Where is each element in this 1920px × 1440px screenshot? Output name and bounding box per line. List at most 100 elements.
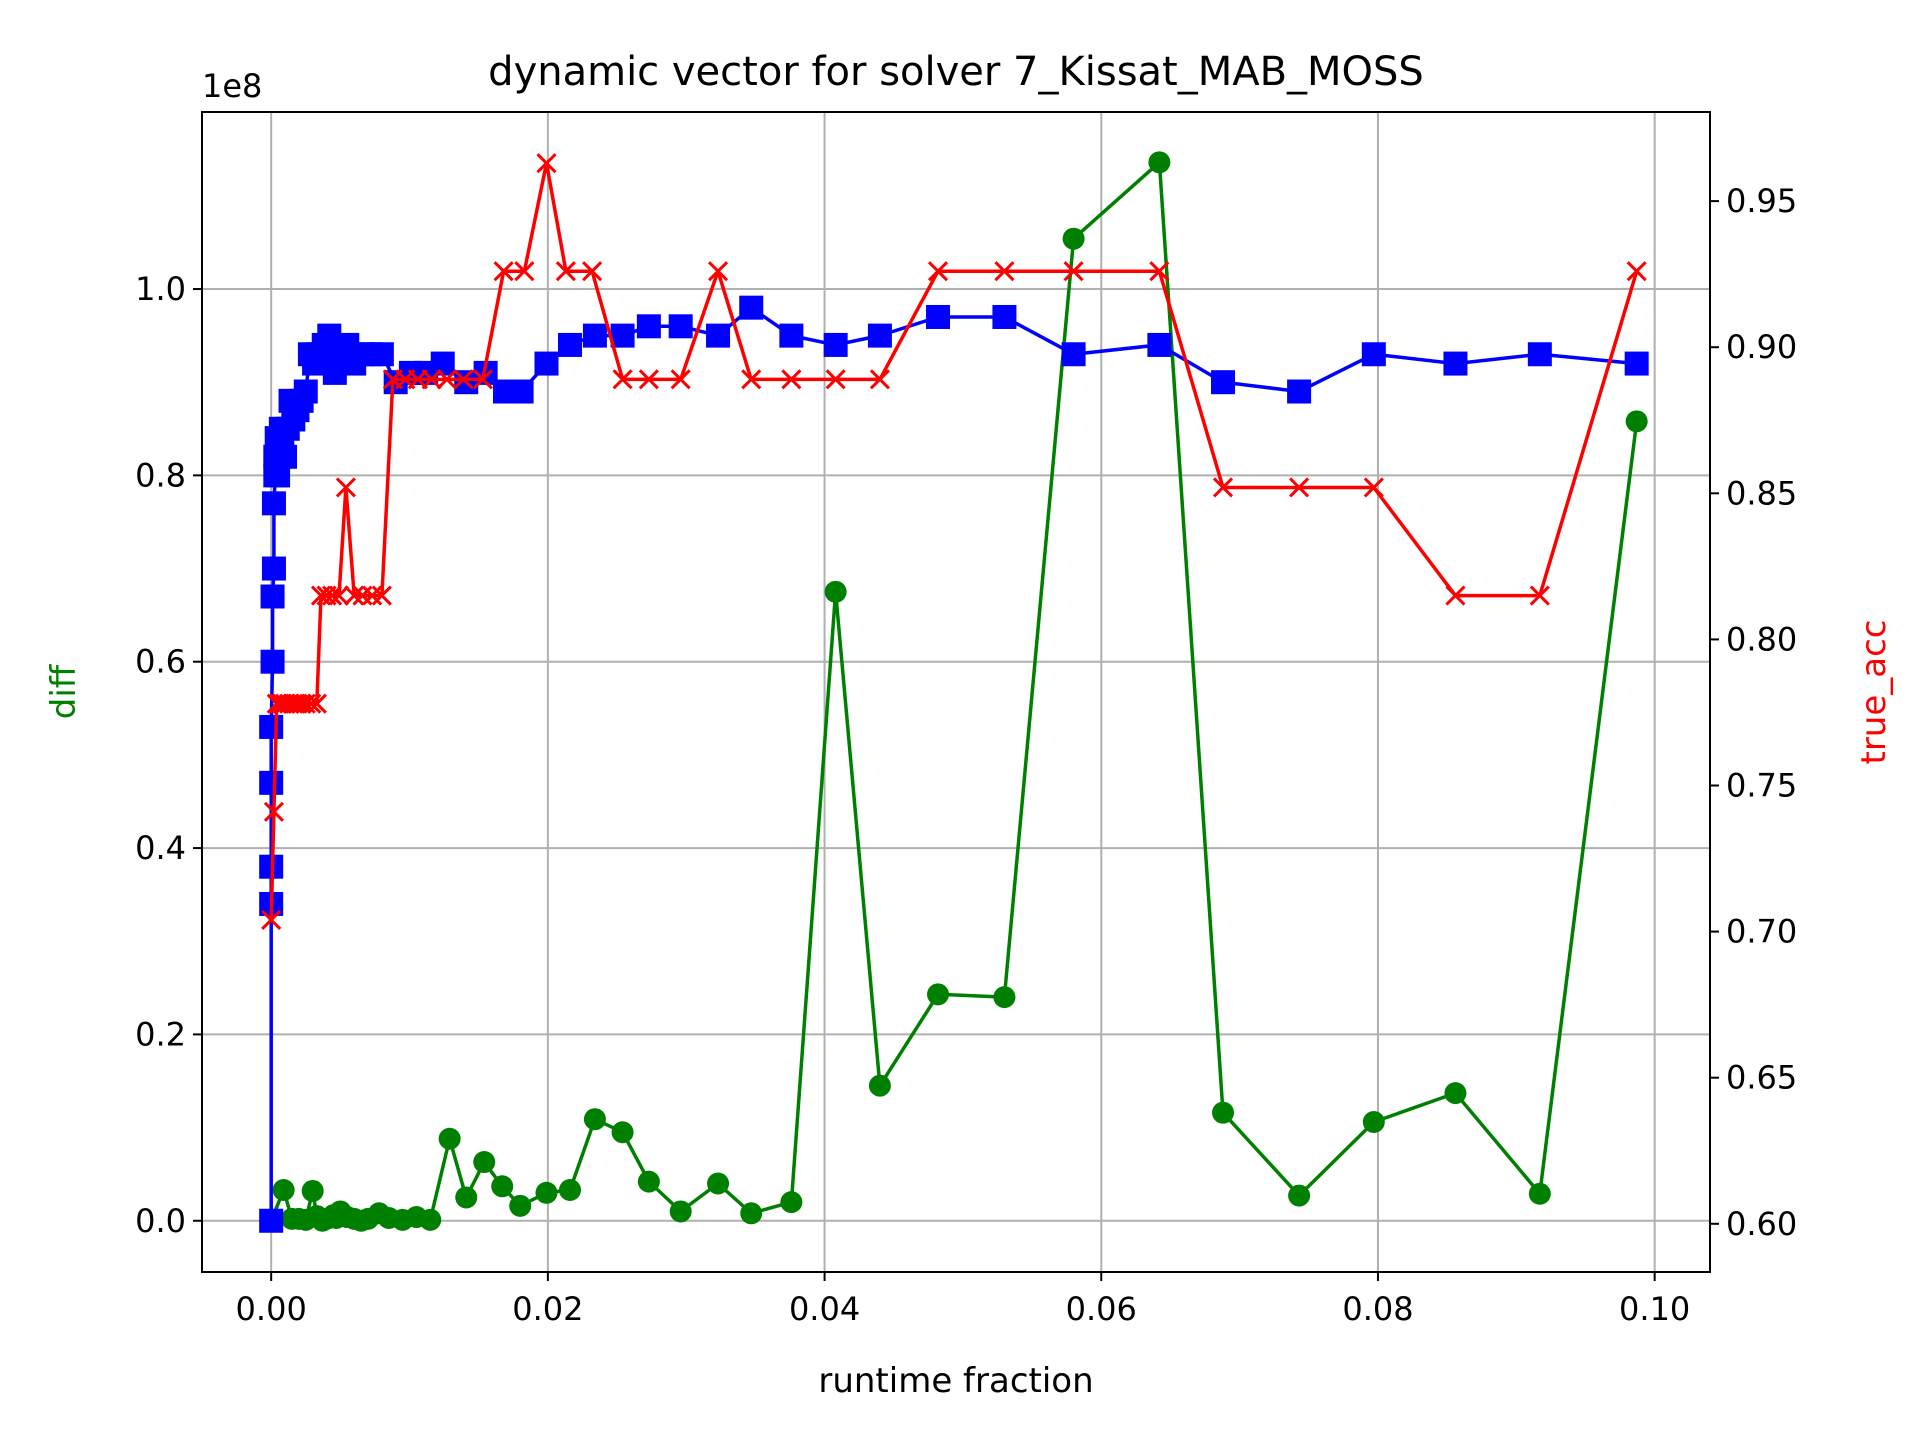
y-left-tick-label: 1.0: [135, 270, 186, 308]
data-point: [1149, 261, 1170, 282]
data-point: [261, 491, 286, 516]
data-point: [438, 1127, 461, 1150]
data-point: [1361, 342, 1386, 367]
data-point: [867, 323, 892, 348]
data-point: [514, 261, 535, 282]
y-right-tick-label: 0.95: [1726, 182, 1797, 220]
data-point: [779, 323, 804, 348]
x-tick-label: 0.00: [236, 1290, 307, 1328]
data-point: [436, 369, 457, 390]
data-point: [273, 444, 298, 469]
data-point: [1289, 477, 1310, 498]
data-point: [259, 714, 284, 739]
data-point: [1062, 227, 1085, 250]
data-point: [1527, 342, 1552, 367]
data-point: [1445, 585, 1466, 606]
chart-title: dynamic vector for solver 7_Kissat_MAB_M…: [488, 49, 1424, 95]
data-point: [328, 585, 350, 606]
data-point: [493, 261, 514, 282]
data-point: [472, 369, 493, 390]
data-point: [670, 369, 691, 390]
data-point: [1063, 261, 1084, 282]
data-point: [301, 693, 322, 714]
data-point: [306, 693, 327, 714]
data-point: [741, 369, 762, 390]
series-circle: [260, 151, 1648, 1232]
data-point: [638, 369, 659, 390]
data-point: [611, 1121, 634, 1144]
x-tick-label: 0.10: [1619, 1290, 1690, 1328]
data-point: [1212, 477, 1234, 498]
data-point: [927, 261, 949, 282]
data-point: [926, 304, 951, 329]
data-point: [1363, 477, 1384, 498]
data-point: [558, 332, 583, 357]
data-point: [534, 351, 559, 376]
data-point: [362, 585, 383, 606]
data-point: [559, 1179, 582, 1202]
data-point: [261, 556, 286, 581]
data-point: [1625, 410, 1648, 433]
y-right-tick-label: 0.65: [1726, 1059, 1797, 1097]
y-right-tick-label: 0.85: [1726, 474, 1797, 512]
data-point: [707, 261, 729, 282]
data-point: [993, 986, 1016, 1009]
data-point: [1626, 261, 1647, 282]
data-point: [1529, 585, 1550, 606]
data-point: [259, 770, 284, 795]
data-point: [272, 1179, 295, 1202]
data-point: [706, 323, 731, 348]
data-point: [1147, 332, 1172, 357]
axis-ticks: 0.00 0.02 0.04 0.06 0.08 0.10 0.0 0.2 0.4 0.6 0.8 1…: [135, 182, 1797, 1328]
data-point: [261, 909, 282, 930]
data-point: [583, 1108, 606, 1131]
data-point: [301, 1179, 324, 1202]
data-point: [992, 304, 1017, 329]
y-axis-label-left: diff: [44, 663, 84, 719]
y-left-tick-label: 0.4: [135, 829, 186, 867]
data-point: [1061, 342, 1086, 367]
data-point: [582, 261, 603, 282]
data-point: [419, 1208, 442, 1231]
series-x: [261, 153, 1647, 930]
y-left-tick-label: 0.8: [135, 456, 186, 494]
data-point: [582, 323, 607, 348]
y-left-tick-label: 0.6: [135, 643, 186, 681]
plot-series: [259, 151, 1649, 1233]
data-point: [369, 342, 394, 367]
y-axis-label-right: true_acc: [1854, 620, 1894, 765]
data-point: [535, 1181, 558, 1204]
data-point: [823, 332, 848, 357]
y-right-tick-label: 0.60: [1726, 1205, 1797, 1243]
x-tick-label: 0.02: [512, 1290, 583, 1328]
grid: [202, 112, 1710, 1272]
data-point: [509, 379, 534, 404]
y-left-tick-label: 0.0: [135, 1202, 186, 1240]
data-point: [637, 1170, 660, 1193]
data-point: [491, 1175, 514, 1198]
data-point: [868, 1074, 891, 1097]
x-axis-label: runtime fraction: [818, 1361, 1093, 1401]
data-point: [1212, 1101, 1235, 1124]
data-point: [668, 314, 693, 339]
data-point: [555, 261, 576, 282]
y-right-tick-label: 0.70: [1726, 913, 1797, 951]
data-point: [455, 1186, 478, 1209]
data-point: [780, 1191, 803, 1214]
y-right-tick-label: 0.90: [1726, 328, 1797, 366]
data-point: [1624, 351, 1649, 376]
data-point: [740, 1202, 763, 1225]
data-point: [453, 369, 474, 390]
data-point: [473, 1151, 496, 1174]
data-point: [636, 314, 661, 339]
data-point: [1288, 1184, 1311, 1207]
data-point: [352, 585, 373, 606]
x-tick-label: 0.06: [1066, 1290, 1137, 1328]
data-point: [1362, 1110, 1385, 1133]
data-point: [1148, 151, 1171, 174]
data-point: [260, 649, 285, 674]
x-tick-label: 0.08: [1342, 1290, 1413, 1328]
data-point: [321, 585, 343, 606]
data-point: [259, 1208, 284, 1233]
